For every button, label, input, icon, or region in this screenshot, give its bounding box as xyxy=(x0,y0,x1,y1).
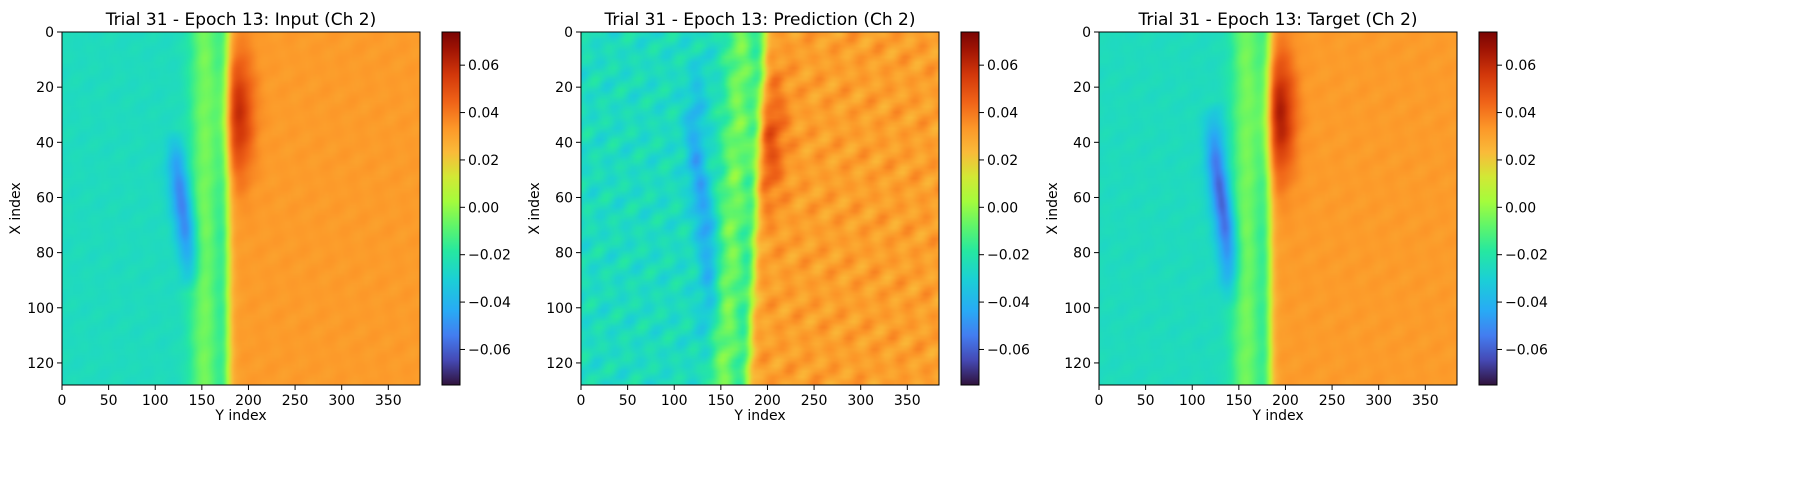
panel-2: Trial 31 - Epoch 13: Prediction (Ch 2) 0 5… xyxy=(527,10,1030,424)
heatmap-image xyxy=(1099,32,1457,385)
x-tick-label: 0 xyxy=(58,393,67,409)
y-tick-label: 100 xyxy=(546,301,573,317)
y-tick-label: 40 xyxy=(1073,135,1091,151)
x-tick-label: 150 xyxy=(188,393,215,409)
x-tick-label: 300 xyxy=(1365,393,1392,409)
colorbar-tick-label: 0.04 xyxy=(987,106,1018,122)
colorbar-tick-label: 0.00 xyxy=(987,200,1018,216)
panel-3: Trial 31 - Epoch 13: Target (Ch 2) 0 50 100… xyxy=(1045,10,1548,424)
x-tick-label: 250 xyxy=(1319,393,1346,409)
x-tick-label: 100 xyxy=(1179,393,1206,409)
y-tick-label: 80 xyxy=(36,246,54,262)
colorbar-tick-label: 0.00 xyxy=(468,200,499,216)
colorbar xyxy=(442,32,460,385)
x-tick-label: 150 xyxy=(1225,393,1252,409)
colorbar-frame xyxy=(441,31,461,386)
y-axis-label: X index xyxy=(1045,182,1061,234)
y-tick-label: 40 xyxy=(555,135,573,151)
y-tick-label: 80 xyxy=(555,246,573,262)
colorbar-tick-label: 0.06 xyxy=(1505,58,1536,74)
y-tick-label: 60 xyxy=(36,190,54,206)
y-tick-label: 100 xyxy=(27,301,54,317)
colorbar-tick-label: −0.04 xyxy=(987,295,1030,311)
plot-frame xyxy=(1098,31,1458,386)
x-tick-label: 100 xyxy=(661,393,688,409)
colorbar-tick-label: 0.06 xyxy=(987,58,1018,74)
y-tick-label: 20 xyxy=(36,80,54,96)
x-tick-label: 350 xyxy=(894,393,921,409)
colorbar xyxy=(961,32,979,385)
x-tick-label: 350 xyxy=(1412,393,1439,409)
y-tick-label: 60 xyxy=(555,190,573,206)
x-tick-label: 300 xyxy=(847,393,874,409)
x-tick-label: 250 xyxy=(801,393,828,409)
x-tick-label: 200 xyxy=(235,393,262,409)
chart-title: Trial 31 - Epoch 13: Prediction (Ch 2) xyxy=(604,10,916,30)
chart-title: Trial 31 - Epoch 13: Target (Ch 2) xyxy=(1137,10,1417,30)
y-tick-label: 120 xyxy=(546,356,573,372)
colorbar xyxy=(1479,32,1497,385)
x-tick-label: 50 xyxy=(1137,393,1155,409)
x-axis-label: Y index xyxy=(733,408,785,424)
chart-title: Trial 31 - Epoch 13: Input (Ch 2) xyxy=(105,10,377,30)
heatmap-image xyxy=(581,32,939,385)
y-tick-label: 120 xyxy=(27,356,54,372)
x-tick-label: 50 xyxy=(100,393,118,409)
x-tick-label: 250 xyxy=(282,393,309,409)
y-tick-label: 20 xyxy=(555,80,573,96)
y-tick-label: 60 xyxy=(1073,190,1091,206)
x-axis-label: Y index xyxy=(214,408,266,424)
colorbar-tick-label: −0.06 xyxy=(987,342,1030,358)
y-tick-label: 0 xyxy=(1082,25,1091,41)
colorbar-tick-label: −0.06 xyxy=(1505,342,1548,358)
y-tick-label: 120 xyxy=(1064,356,1091,372)
x-axis-label: Y index xyxy=(1251,408,1303,424)
colorbar-tick-label: 0.02 xyxy=(987,153,1018,169)
x-tick-label: 200 xyxy=(754,393,781,409)
colorbar-tick-label: −0.04 xyxy=(468,295,511,311)
y-tick-label: 0 xyxy=(564,25,573,41)
x-tick-label: 50 xyxy=(619,393,637,409)
colorbar-tick-label: 0.04 xyxy=(1505,106,1536,122)
x-tick-label: 200 xyxy=(1272,393,1299,409)
colorbar-tick-label: −0.02 xyxy=(987,248,1030,264)
x-tick-label: 150 xyxy=(707,393,734,409)
y-tick-label: 20 xyxy=(1073,80,1091,96)
y-tick-label: 0 xyxy=(45,25,54,41)
y-axis-label: X index xyxy=(8,182,24,234)
colorbar-tick-label: −0.02 xyxy=(468,248,511,264)
x-tick-label: 0 xyxy=(577,393,586,409)
colorbar-frame xyxy=(1478,31,1498,386)
y-axis-label: X index xyxy=(527,182,543,234)
x-tick-label: 300 xyxy=(328,393,355,409)
x-tick-label: 0 xyxy=(1095,393,1104,409)
colorbar-tick-label: 0.02 xyxy=(1505,153,1536,169)
heatmap-image xyxy=(62,32,420,385)
colorbar-tick-label: −0.02 xyxy=(1505,248,1548,264)
colorbar-tick-label: 0.04 xyxy=(468,106,499,122)
x-tick-label: 350 xyxy=(375,393,402,409)
plot-frame xyxy=(61,31,421,386)
y-tick-label: 80 xyxy=(1073,246,1091,262)
y-tick-label: 40 xyxy=(36,135,54,151)
panel-1: Trial 31 - Epoch 13: Input (Ch 2) 0 50 100 1… xyxy=(8,10,511,424)
colorbar-tick-label: −0.04 xyxy=(1505,295,1548,311)
colorbar-frame xyxy=(960,31,980,386)
x-tick-label: 100 xyxy=(142,393,169,409)
y-tick-label: 100 xyxy=(1064,301,1091,317)
colorbar-tick-label: 0.02 xyxy=(468,153,499,169)
plot-frame xyxy=(580,31,940,386)
colorbar-tick-label: 0.06 xyxy=(468,58,499,74)
colorbar-tick-label: −0.06 xyxy=(468,342,511,358)
colorbar-tick-label: 0.00 xyxy=(1505,200,1536,216)
